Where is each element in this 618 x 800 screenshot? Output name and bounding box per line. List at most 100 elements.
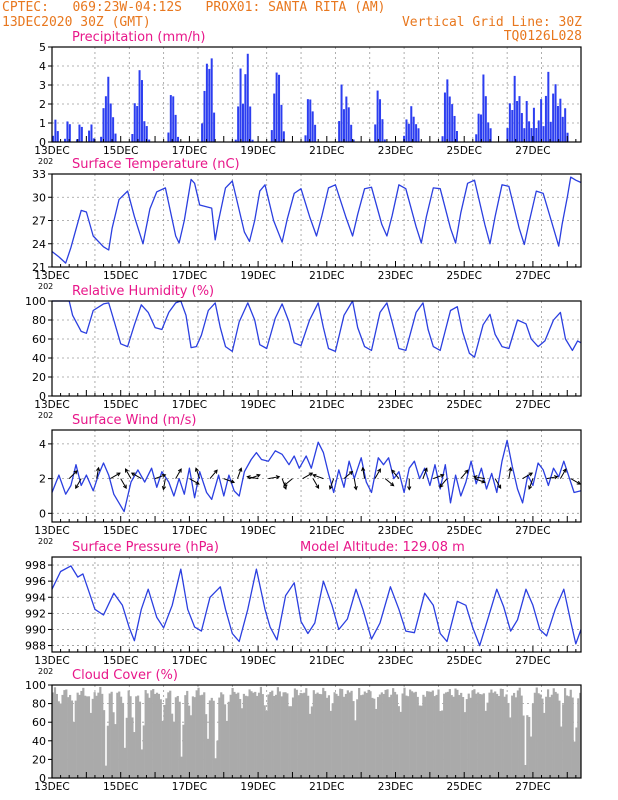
- precip-bar: [270, 130, 273, 142]
- cloud-bar: [477, 692, 480, 778]
- cloud-bar: [144, 690, 147, 778]
- cloud-bar: [405, 695, 408, 778]
- precip-bar: [244, 74, 247, 142]
- wind-arrowhead: [472, 475, 478, 480]
- x-tick-label: 21DEC: [309, 655, 344, 667]
- precip-bar: [477, 113, 480, 142]
- cloud-bar: [441, 710, 444, 778]
- wind-arrowhead: [238, 467, 243, 472]
- wind-vector: [494, 478, 502, 489]
- cloud-bar: [193, 697, 196, 778]
- cloud-bar: [531, 703, 535, 778]
- cloud-bar: [361, 694, 365, 778]
- wind-arrowhead: [177, 468, 182, 473]
- cloud-bar: [390, 694, 393, 778]
- wind-arrowhead: [124, 468, 129, 473]
- wind-arrowhead: [95, 466, 101, 472]
- cloud-bar: [271, 690, 274, 778]
- y-tick-label: 2: [39, 473, 46, 486]
- cloud-bar: [108, 693, 111, 778]
- precip-bar: [552, 93, 555, 142]
- precip-bar: [542, 126, 545, 142]
- wind-vector: [312, 474, 324, 480]
- rh-line: [52, 300, 582, 358]
- precip-bar: [535, 128, 538, 142]
- precip-bar: [554, 84, 557, 142]
- y-tick-label: 2: [39, 98, 46, 111]
- precip-bar: [201, 123, 204, 142]
- cloud-bar: [454, 688, 457, 778]
- precip-bar: [145, 126, 148, 142]
- wind-arrowhead: [275, 475, 281, 480]
- precip-bar: [80, 126, 83, 142]
- precip-bar: [352, 139, 355, 142]
- precip-bar: [475, 134, 478, 142]
- precip-bar: [520, 113, 523, 142]
- cloud-bar: [123, 747, 126, 778]
- wind-arrowhead: [554, 475, 559, 480]
- cloud-bar: [463, 712, 467, 778]
- cloud-bar: [505, 694, 508, 778]
- precip-bar: [383, 139, 386, 142]
- precip-bar: [417, 128, 420, 142]
- wind-arrowhead: [213, 469, 218, 474]
- cloud-bar: [416, 696, 419, 778]
- temp-line: [51, 176, 582, 264]
- wind-arrowhead: [348, 470, 354, 475]
- x-tick-label: 13DEC: [34, 399, 69, 411]
- precip-bar: [342, 109, 345, 142]
- cloud-bar: [467, 693, 470, 778]
- precip-panel: 0 1 2 3 4 5 13DEC 15DEC 17DEC 19DEC 21DEC 23DEC 25DE…: [34, 30, 582, 166]
- cloud-bar: [516, 690, 519, 778]
- cloud-bar: [452, 696, 455, 778]
- cloud-bar: [424, 696, 427, 778]
- cloud-bar: [494, 691, 497, 778]
- cloud-bar: [563, 688, 567, 778]
- cloud-bar: [422, 694, 425, 778]
- cloud-bar: [320, 694, 323, 778]
- precip-bar: [109, 103, 112, 142]
- precip-bar: [480, 114, 483, 142]
- precip-bar: [64, 138, 67, 142]
- cloud-bar: [80, 690, 83, 778]
- model-id: TQ0126L028: [503, 29, 582, 44]
- x-tick-label: 27DEC: [515, 270, 550, 282]
- cloud-bar: [558, 700, 561, 778]
- cloud-bar: [577, 698, 580, 778]
- wind-arrowhead: [562, 468, 567, 473]
- cloud-bar: [240, 708, 244, 778]
- x-tick-label: 17DEC: [172, 145, 207, 157]
- precip-bar: [513, 75, 516, 142]
- x-tick-label: 27DEC: [515, 781, 550, 793]
- precip-bar: [241, 103, 244, 142]
- precip-bar: [133, 103, 136, 142]
- x-tick-label: 21DEC: [309, 270, 344, 282]
- precip-bar: [66, 121, 69, 142]
- y-tick-label: 40: [32, 735, 46, 748]
- wind-vector: [546, 476, 558, 480]
- cloud-panel: 0 20 40 60 80 100 13DEC 15DEC 17DEC 19DEC 21DEC 23D…: [25, 668, 582, 793]
- temp-panel: 21 24 27 30 33 13DEC 15DEC 17DEC 19DEC 21DEC 23DEC…: [32, 157, 582, 291]
- cloud-bar: [163, 704, 166, 778]
- cloud-bar: [562, 704, 565, 778]
- y-tick-label: 100: [25, 679, 46, 692]
- cloud-bar: [229, 694, 232, 778]
- cloud-bar: [267, 694, 270, 778]
- precip-bar: [90, 124, 93, 142]
- cloud-bar: [382, 693, 385, 778]
- cloud-bar: [288, 706, 291, 778]
- cloud-bar: [407, 696, 410, 778]
- cloud-bar: [342, 696, 346, 778]
- cloud-bar: [514, 697, 518, 778]
- cloud-bar: [220, 692, 223, 778]
- cloud-bar: [167, 692, 170, 778]
- wind-vector: [559, 468, 567, 479]
- x-tick-label: 23DEC: [378, 270, 413, 282]
- cloud-bar: [318, 693, 321, 778]
- precip-bar: [443, 92, 446, 142]
- precip-bar: [169, 95, 172, 142]
- cloud-bar: [378, 694, 382, 778]
- cloud-bar: [376, 697, 380, 778]
- precip-bar: [112, 117, 115, 142]
- cloud-bar: [458, 695, 461, 778]
